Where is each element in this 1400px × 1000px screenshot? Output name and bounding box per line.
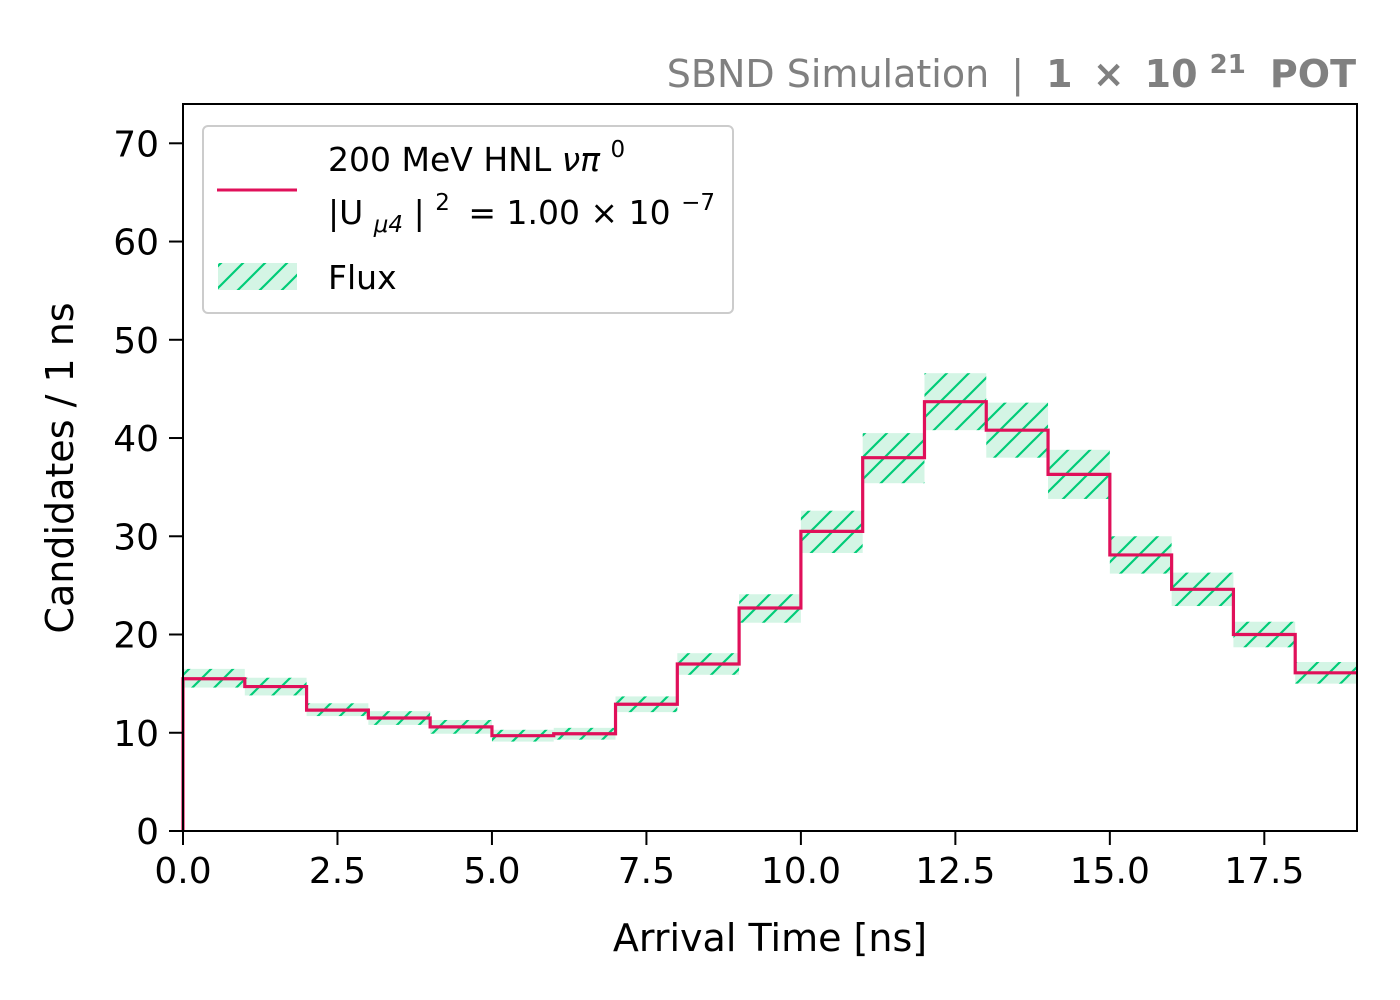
y-axis-label: Candidates / 1 ns: [38, 302, 82, 633]
x-tick-label: 7.5: [618, 851, 675, 892]
x-tick-label: 10.0: [761, 851, 841, 892]
x-axis-label: Arrival Time [ns]: [613, 916, 927, 960]
legend-hnl-process: νπ: [562, 140, 601, 179]
legend-coupling-sup: 2: [435, 190, 450, 216]
y-tick-label: 10: [113, 714, 159, 755]
y-axis-ticks: 0 10 20 30 40 50 60 70: [113, 124, 183, 853]
title-pot-coeff: 1: [1046, 52, 1072, 96]
legend-coupling-equals: = 1.00 × 10: [468, 193, 670, 232]
y-tick-label: 20: [113, 616, 159, 657]
x-tick-label: 17.5: [1224, 851, 1304, 892]
y-tick-label: 60: [113, 223, 159, 264]
legend: 200 MeV HNL νπ 0 |U μ4 | 2 = 1.00 × 10 −…: [202, 125, 734, 314]
chart-title: SBND Simulation | 1 × 10 21 POT: [667, 38, 1356, 97]
legend-coupling-sub: μ4: [373, 212, 403, 238]
y-tick-label: 30: [113, 517, 159, 558]
y-tick-label: 70: [113, 124, 159, 165]
legend-hnl-process-sup: 0: [611, 137, 626, 163]
x-tick-label: 2.5: [309, 851, 366, 892]
legend-hnl-line1: 200 MeV HNL νπ 0: [328, 137, 625, 179]
title-pot-times: ×: [1093, 52, 1125, 96]
x-tick-label: 12.5: [915, 851, 995, 892]
x-tick-label: 5.0: [463, 851, 520, 892]
y-tick-label: 0: [136, 812, 159, 853]
x-tick-label: 0.0: [154, 851, 211, 892]
hnl-step-layer: [181, 400, 1357, 831]
title-experiment: SBND Simulation: [667, 52, 989, 96]
x-axis-ticks: 0.0 2.5 5.0 7.5 10.0 12.5 15.0 17.5: [154, 831, 1304, 892]
title-pot-unit: POT: [1270, 52, 1356, 96]
y-tick-label: 40: [113, 419, 159, 460]
legend-flux-label: Flux: [328, 258, 397, 297]
legend-hnl-line2: |U μ4 | 2 = 1.00 × 10 −7: [328, 179, 715, 240]
legend-box: [202, 125, 734, 314]
legend-coupling-exp: −7: [681, 190, 715, 216]
hnl-step-line: [181, 400, 1357, 831]
x-tick-label: 15.0: [1070, 851, 1150, 892]
flux-band-layer: [183, 373, 1357, 742]
legend-hnl-prefix: 200 MeV HNL: [328, 140, 562, 179]
legend-band-swatch: [218, 263, 297, 290]
legend-coupling-close: |: [414, 193, 425, 232]
y-tick-label: 50: [113, 321, 159, 362]
title-pot-base: 10: [1145, 52, 1198, 96]
title-pot-exp: 21: [1210, 50, 1246, 80]
legend-coupling-open: |U: [328, 193, 363, 232]
title-separator: |: [1011, 52, 1024, 97]
plot-frame: [182, 103, 1358, 832]
